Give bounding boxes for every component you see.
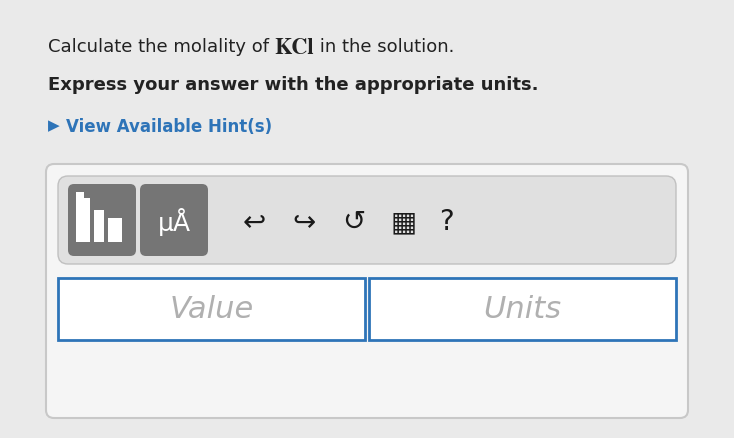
FancyBboxPatch shape	[68, 184, 136, 256]
Text: ▦: ▦	[391, 208, 417, 236]
FancyBboxPatch shape	[46, 164, 688, 418]
Text: ↩: ↩	[242, 208, 266, 236]
Text: ↺: ↺	[342, 208, 366, 236]
FancyBboxPatch shape	[140, 184, 208, 256]
Text: ↪: ↪	[292, 208, 316, 236]
FancyBboxPatch shape	[58, 176, 676, 264]
Bar	[94, 210, 104, 242]
Text: KCl: KCl	[275, 38, 314, 59]
Text: Value: Value	[170, 294, 254, 324]
Text: μÅ: μÅ	[157, 208, 191, 236]
Bar	[76, 198, 90, 242]
Bar	[76, 192, 84, 200]
Bar	[108, 218, 122, 242]
Text: Express your answer with the appropriate units.: Express your answer with the appropriate…	[48, 76, 539, 94]
Text: in the solution.: in the solution.	[314, 38, 455, 56]
Text: ▶: ▶	[48, 118, 59, 133]
Text: View Available Hint(s): View Available Hint(s)	[66, 118, 272, 136]
Text: Units: Units	[484, 294, 562, 324]
Text: Calculate the molality of: Calculate the molality of	[48, 38, 275, 56]
Bar	[58, 278, 365, 340]
Text: ?: ?	[439, 208, 454, 236]
Bar	[369, 278, 676, 340]
